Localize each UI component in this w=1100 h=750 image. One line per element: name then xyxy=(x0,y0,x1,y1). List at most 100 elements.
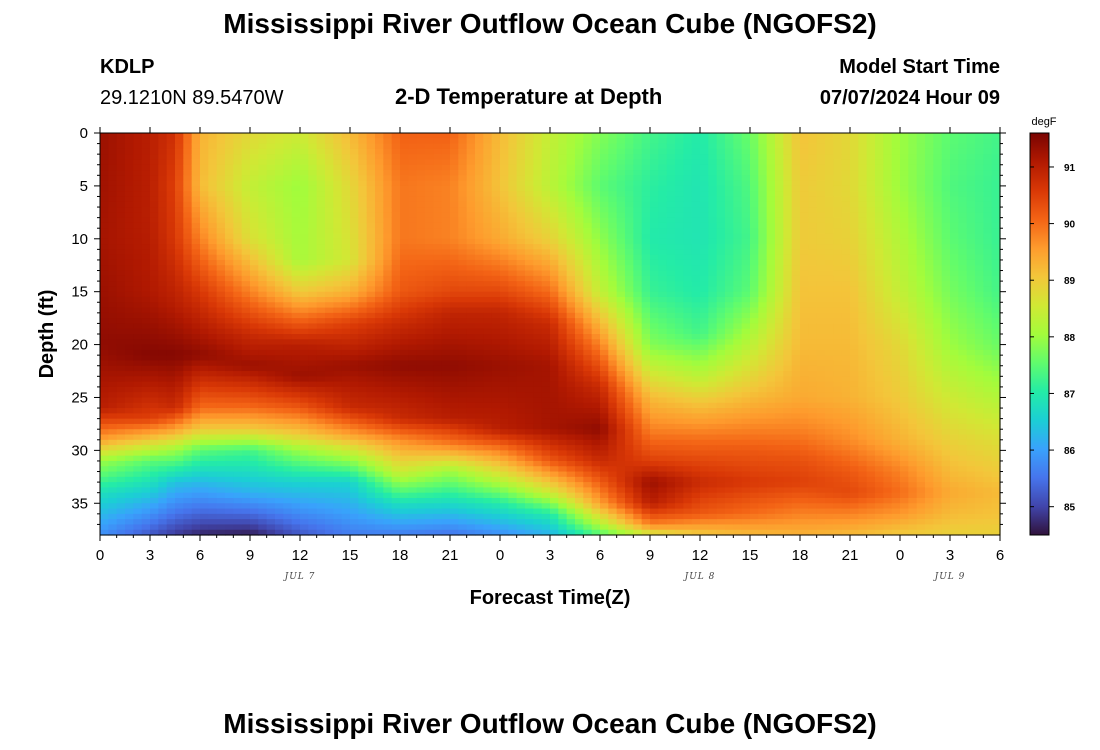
heatmap-cell xyxy=(500,434,509,441)
heatmap-cell xyxy=(483,365,493,372)
heatmap-cell xyxy=(141,334,151,340)
heatmap-cell xyxy=(616,471,626,478)
heatmap-cell xyxy=(325,466,334,473)
heatmap-cell xyxy=(591,148,601,155)
heatmap-cell xyxy=(375,191,384,198)
heatmap-cell xyxy=(400,524,409,531)
heatmap-cell xyxy=(175,170,184,176)
heatmap-cell xyxy=(358,429,368,436)
heatmap-cell xyxy=(350,344,359,351)
heatmap-cell xyxy=(225,529,234,536)
heatmap-cell xyxy=(600,460,609,467)
heatmap-cell xyxy=(408,270,418,277)
heatmap-cell xyxy=(316,328,326,335)
heatmap-cell xyxy=(375,244,384,250)
heatmap-cell xyxy=(325,334,334,340)
heatmap-cell xyxy=(308,439,318,446)
heatmap-cell xyxy=(466,497,476,504)
heatmap-cell xyxy=(116,450,126,457)
heatmap-cell xyxy=(400,312,409,319)
heatmap-cell xyxy=(208,460,218,467)
heatmap-cell xyxy=(191,281,201,287)
heatmap-cell xyxy=(550,355,559,362)
heatmap-cell xyxy=(341,439,351,446)
heatmap-cell xyxy=(233,418,243,425)
heatmap-cell xyxy=(483,270,493,277)
heatmap-cell xyxy=(375,133,384,139)
heatmap-cell xyxy=(116,307,126,314)
heatmap-cell xyxy=(333,529,343,536)
heatmap-cell xyxy=(325,445,334,451)
heatmap-cell xyxy=(183,323,193,330)
heatmap-cell xyxy=(583,524,593,531)
heatmap-cell xyxy=(433,281,443,287)
heatmap-cell xyxy=(333,265,343,272)
heatmap-cell xyxy=(300,302,309,309)
heatmap-cell xyxy=(641,164,651,171)
heatmap-cell xyxy=(625,323,634,330)
heatmap-cell xyxy=(375,487,384,494)
heatmap-cell xyxy=(208,281,218,287)
heatmap-cell xyxy=(233,265,243,272)
heatmap-cell xyxy=(600,487,609,494)
heatmap-cell xyxy=(491,339,501,346)
heatmap-cell xyxy=(308,233,318,240)
heatmap-cell xyxy=(516,281,526,287)
heatmap-cell xyxy=(350,503,359,510)
heatmap-cell xyxy=(575,254,584,261)
heatmap-cell xyxy=(575,365,584,372)
heatmap-cell xyxy=(141,159,151,166)
heatmap-cell xyxy=(508,519,518,526)
heatmap-cell xyxy=(558,275,568,282)
heatmap-cell xyxy=(600,386,609,393)
heatmap-cell xyxy=(150,392,159,399)
heatmap-cell xyxy=(191,487,201,494)
heatmap-cell xyxy=(200,296,209,303)
heatmap-cell xyxy=(508,423,518,430)
heatmap-cell xyxy=(483,244,493,250)
heatmap-cell xyxy=(558,524,568,531)
heatmap-cell xyxy=(225,334,234,340)
heatmap-cell xyxy=(391,355,401,362)
heatmap-cell xyxy=(200,445,209,451)
heatmap-cell xyxy=(166,281,176,287)
heatmap-cell xyxy=(166,413,176,420)
heatmap-cell xyxy=(608,154,618,161)
heatmap-cell xyxy=(308,497,318,504)
heatmap-cell xyxy=(425,259,434,266)
heatmap-cell xyxy=(308,508,318,515)
heatmap-cell xyxy=(525,222,534,229)
heatmap-cell xyxy=(175,519,184,526)
heatmap-cell xyxy=(366,312,376,319)
heatmap-cell xyxy=(316,143,326,150)
heatmap-cell xyxy=(583,460,593,467)
heatmap-cell xyxy=(583,275,593,282)
heatmap-cell xyxy=(125,455,134,462)
heatmap-cell xyxy=(141,376,151,383)
heatmap-cell xyxy=(450,265,459,272)
heatmap-cell xyxy=(625,133,634,139)
heatmap-cell xyxy=(183,392,193,399)
heatmap-cell xyxy=(441,455,451,462)
heatmap-cell xyxy=(516,503,526,510)
heatmap-cell xyxy=(541,339,551,346)
heatmap-cell xyxy=(241,148,251,155)
heatmap-cell xyxy=(433,270,443,277)
heatmap-cell xyxy=(291,513,301,520)
heatmap-cell xyxy=(416,133,426,139)
heatmap-cell xyxy=(533,265,543,272)
heatmap-cell xyxy=(625,217,634,224)
heatmap-cell xyxy=(633,519,643,526)
heatmap-cell xyxy=(566,445,576,451)
heatmap-cell xyxy=(541,429,551,436)
heatmap-cell xyxy=(158,328,168,335)
heatmap-cell xyxy=(483,318,493,325)
heatmap-cell xyxy=(325,360,334,367)
heatmap-cell xyxy=(416,503,426,510)
heatmap-cell xyxy=(258,318,268,325)
heatmap-cell xyxy=(291,170,301,176)
heatmap-cell xyxy=(200,249,209,256)
heatmap-cell xyxy=(491,429,501,436)
heatmap-cell xyxy=(575,423,584,430)
heatmap-cell xyxy=(491,508,501,515)
